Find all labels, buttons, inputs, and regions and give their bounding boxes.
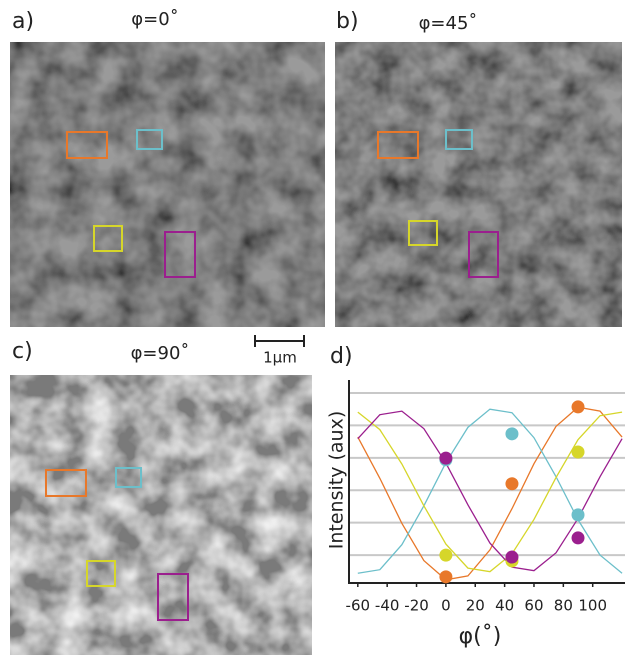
x-tick-label: -40 — [375, 597, 400, 615]
point — [505, 427, 519, 441]
point — [439, 548, 453, 562]
fit-curve — [357, 406, 623, 581]
scale-label: 1μm — [263, 349, 297, 367]
y-axis-label: Intensity (aux) — [326, 411, 348, 550]
panel-label: a) — [12, 9, 34, 34]
roi — [66, 131, 108, 159]
point — [505, 550, 519, 564]
roi — [157, 573, 189, 621]
x-tick-label: 60 — [524, 597, 543, 615]
plot: -60 -40 -20 0 20 40 60 80 100 — [346, 380, 625, 615]
axes — [348, 380, 625, 584]
panel-label: b) — [336, 9, 359, 34]
panel-title: φ=90˚ — [131, 343, 190, 364]
point — [439, 451, 453, 465]
roi — [136, 129, 163, 150]
roi — [45, 469, 87, 497]
roi — [115, 467, 142, 488]
roi — [377, 131, 419, 159]
x-tick-label: 20 — [466, 597, 485, 615]
roi-group — [45, 467, 189, 621]
scale-bar — [254, 335, 305, 347]
x-tick-label: 80 — [554, 597, 573, 615]
x-tick-label: 100 — [578, 597, 607, 615]
panel-label: d) — [330, 344, 353, 369]
micrograph — [10, 42, 325, 327]
point — [571, 508, 585, 522]
roi — [86, 560, 116, 587]
roi — [468, 231, 499, 278]
roi-group — [66, 129, 196, 278]
roi — [93, 225, 123, 252]
point — [571, 445, 585, 459]
roi — [164, 231, 196, 278]
micrograph — [335, 42, 622, 327]
x-tick-label: -60 — [346, 597, 371, 615]
point — [571, 400, 585, 414]
panel-label: c) — [12, 339, 33, 364]
x-tick-label: -20 — [404, 597, 429, 615]
roi-group — [377, 129, 499, 278]
panel-title: φ=0˚ — [131, 9, 178, 30]
point — [505, 477, 519, 491]
fit-curve — [357, 411, 623, 573]
point — [439, 570, 453, 584]
micrograph — [10, 375, 312, 655]
x-axis-label: φ(˚) — [459, 624, 502, 649]
roi — [408, 220, 438, 246]
x-tick-label: 0 — [441, 597, 451, 615]
x-tick-label: 40 — [495, 597, 514, 615]
roi — [445, 129, 473, 150]
panel-title: φ=45˚ — [419, 13, 478, 34]
point — [571, 531, 585, 545]
